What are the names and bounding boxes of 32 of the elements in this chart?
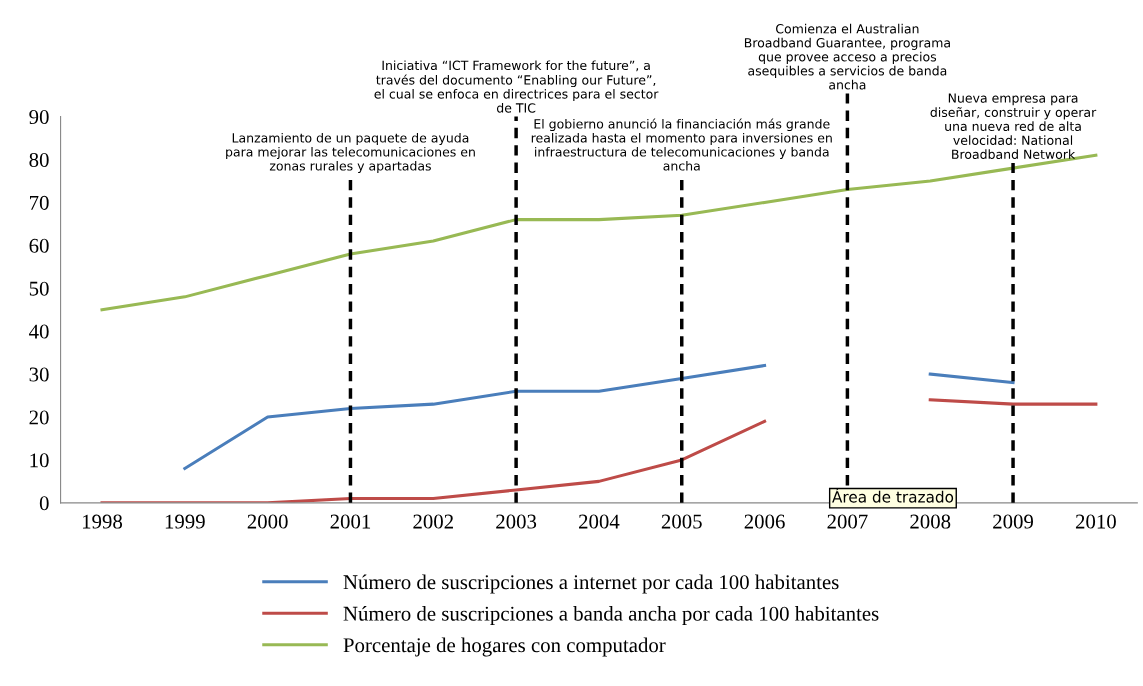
x-tick-label: 2010 [1075,514,1116,529]
y-tick-label: 0 [39,496,49,511]
y-tick-label: 40 [29,324,49,339]
x-tick-label: 2006 [744,514,785,529]
legend-label: Número de suscripciones a banda ancha por cada 100 habitantes [343,606,879,625]
y-tick-label: 80 [29,152,49,167]
y-tick-label: 90 [29,109,49,125]
ref-line-label: Lanzamiento de un paquete de ayuda para mejorar las telecomunicaciones en zonas rurales y apartadas [226,132,475,174]
x-tick-label: 2002 [413,514,453,529]
y-tick-label: 20 [29,410,49,425]
legend-label: Número de suscripciones a internet por cada 100 habitantes [343,574,839,594]
y-tick-label: 10 [30,453,49,468]
x-tick-label: 1998 [82,514,123,529]
y-tick-label: 30 [29,367,49,382]
x-tick-label: 2008 [910,514,951,529]
x-tick-label: 2000 [247,514,288,529]
x-tick-label: 2009 [993,514,1034,529]
y-tick-label: 60 [29,238,49,253]
ref-line-label: Nueva empresa para diseñar, construir y operar una nueva red de alta velocidad: National Broadband Network [930,93,1097,159]
x-tick-label: 2005 [661,514,702,529]
x-tick-label: 2007 [827,514,868,529]
ref-line-label: Iniciativa “ICT Framework for the future”, a través del documento “Enabling our Future”, el cual se enfoca en directrices para el sector de TIC [374,60,659,113]
y-tick-label: 70 [30,195,49,210]
x-tick-label: 2001 [330,514,371,529]
x-tick-label: 2004 [579,514,620,529]
x-tick-label: 2003 [496,514,537,529]
annotation: Área de trazado [832,488,954,503]
y-tick-label: 50 [29,281,49,296]
legend-label: Porcentaje de hogares con computador [343,637,666,657]
x-tick-label: 1999 [165,514,205,529]
ref-line-label: El gobierno anunció la financiación más grande realizada hasta el momento para inversiones en infraestructura de telecomunicaciones y banda ancha [531,118,832,171]
ref-line-label: Comienza el Australian Broadband Guarantee, programa que provee acceso a precios asequibles a servicios de banda ancha [744,23,950,90]
